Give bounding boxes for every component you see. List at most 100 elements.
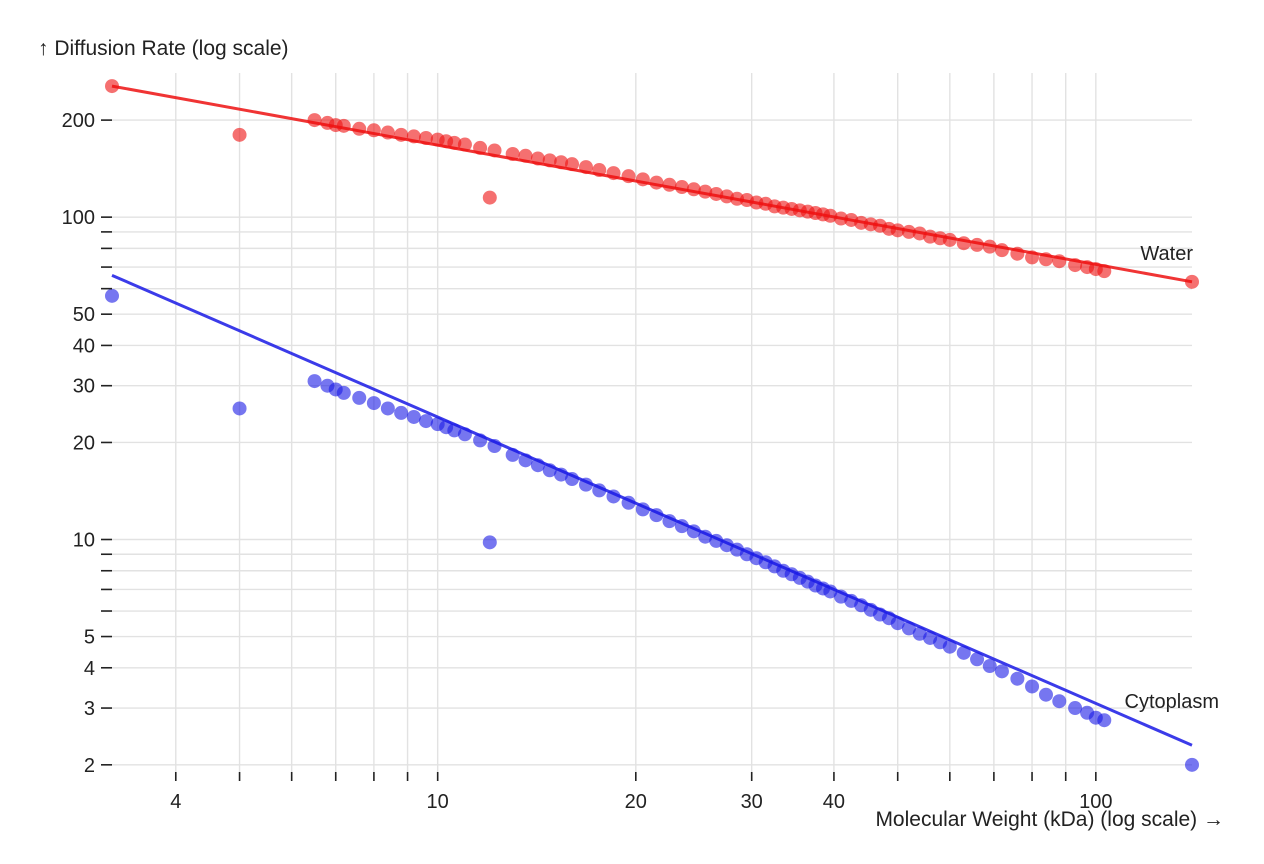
axes: 4 10 20 30 40 100 2 3 4 5 10 20 30 40 50 100 200 <box>62 110 1113 813</box>
data-point-cytoplasm <box>482 535 497 550</box>
y-tick-label: 20 <box>73 432 95 454</box>
y-axis-title: ↑ Diffusion Rate (log scale) <box>38 37 289 60</box>
x-tick-label: 10 <box>427 791 449 813</box>
data-point-cytoplasm <box>518 453 533 468</box>
data-point-cytoplasm <box>606 489 621 504</box>
data-point-water <box>709 186 724 201</box>
data-point-water <box>970 237 985 252</box>
data-point-water <box>890 223 905 238</box>
data-point-water <box>487 143 502 158</box>
x-axis-title: Molecular Weight (kDa) (log scale) → <box>875 808 1224 831</box>
data-point-cytoplasm <box>565 472 580 487</box>
x-tick-label: 30 <box>741 791 763 813</box>
data-point-cytoplasm <box>956 645 971 660</box>
data-point-cytoplasm <box>1185 757 1199 772</box>
data-point-cytoplasm <box>447 423 462 438</box>
data-point-cytoplasm <box>674 519 689 534</box>
y-tick-label: 2 <box>84 755 95 777</box>
data-point-water <box>307 113 322 128</box>
data-point-water <box>698 184 713 199</box>
y-tick-label: 10 <box>73 530 95 552</box>
data-point-water <box>366 123 381 138</box>
y-tick-label: 100 <box>62 207 95 229</box>
data-point-water <box>105 79 119 94</box>
data-point-water <box>686 182 701 197</box>
data-point-cytoplasm <box>307 374 322 389</box>
data-point-water <box>554 155 569 170</box>
data-point-water <box>1025 250 1040 265</box>
data-point-cytoplasm <box>662 514 677 529</box>
data-point-water <box>406 129 421 144</box>
data-point-cytoplasm <box>105 288 119 303</box>
data-point-water <box>649 175 664 190</box>
data-point-cytoplasm <box>635 502 650 517</box>
data-point-water <box>473 140 488 155</box>
data-points <box>105 79 1199 772</box>
data-point-cytoplasm <box>1052 694 1067 709</box>
data-point-cytoplasm <box>542 463 557 478</box>
data-point-water <box>956 236 971 251</box>
data-point-water <box>606 166 621 181</box>
data-point-water <box>419 131 434 146</box>
data-point-cytoplasm <box>698 529 713 544</box>
data-point-cytoplasm <box>994 664 1009 679</box>
x-tick-label: 20 <box>625 791 647 813</box>
data-point-cytoplasm <box>487 439 502 454</box>
data-point-water <box>518 148 533 163</box>
data-point-cytoplasm <box>649 508 664 523</box>
data-point-water <box>1185 274 1199 289</box>
data-point-cytoplasm <box>1038 687 1053 702</box>
data-point-water <box>621 169 636 184</box>
series-label-water: Water <box>1140 243 1193 265</box>
data-point-cytoplasm <box>232 401 247 416</box>
data-point-cytoplasm <box>1068 701 1083 716</box>
data-point-cytoplasm <box>394 405 409 420</box>
data-point-water <box>901 224 916 239</box>
data-point-water <box>352 121 367 136</box>
data-point-cytoplasm <box>901 621 916 636</box>
data-point-cytoplasm <box>366 396 381 411</box>
data-point-water <box>982 239 997 254</box>
y-tick-label: 50 <box>73 304 95 326</box>
y-tick-label: 4 <box>84 658 95 680</box>
data-point-cytoplasm <box>554 467 569 482</box>
data-point-cytoplasm <box>380 401 395 416</box>
data-point-water <box>1097 264 1112 279</box>
data-point-water <box>542 153 557 168</box>
data-point-cytoplasm <box>1025 679 1040 694</box>
series-label-cytoplasm: Cytoplasm <box>1125 691 1219 713</box>
data-point-cytoplasm <box>942 639 957 654</box>
data-point-cytoplasm <box>352 390 367 405</box>
data-point-cytoplasm <box>578 477 593 492</box>
data-point-water <box>1068 258 1083 273</box>
data-point-water <box>232 127 247 142</box>
data-point-water <box>635 172 650 187</box>
data-point-water <box>565 157 580 172</box>
data-point-cytoplasm <box>336 385 351 400</box>
data-point-cytoplasm <box>419 414 434 429</box>
data-point-water <box>578 160 593 175</box>
data-point-water <box>823 208 838 223</box>
y-tick-label: 3 <box>84 698 95 720</box>
data-point-cytoplasm <box>890 616 905 631</box>
data-point-cytoplasm <box>1010 671 1025 686</box>
data-point-water <box>592 163 607 178</box>
x-tick-label: 100 <box>1079 791 1112 813</box>
y-tick-label: 200 <box>62 110 95 132</box>
data-point-cytoplasm <box>473 433 488 448</box>
data-point-water <box>942 232 957 247</box>
y-tick-label: 5 <box>84 627 95 649</box>
y-tick-label: 40 <box>73 335 95 357</box>
data-point-cytoplasm <box>592 483 607 498</box>
data-point-water <box>447 135 462 150</box>
data-point-water <box>1038 252 1053 267</box>
grid <box>112 73 1192 772</box>
data-point-cytoplasm <box>457 427 472 442</box>
data-point-cytoplasm <box>621 495 636 510</box>
data-point-cytoplasm <box>686 524 701 539</box>
x-tick-label: 4 <box>170 791 181 813</box>
data-point-cytoplasm <box>406 409 421 424</box>
data-point-water <box>457 137 472 152</box>
data-point-water <box>380 125 395 140</box>
